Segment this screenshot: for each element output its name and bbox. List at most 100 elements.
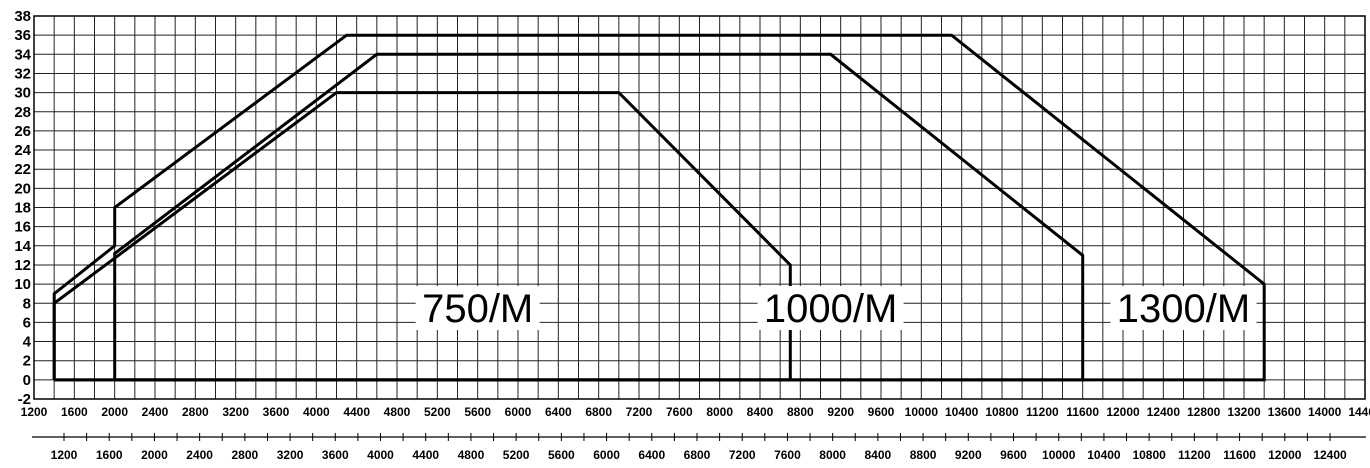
y-tick-label: 2 xyxy=(23,353,31,370)
x-axis-top: 1200 1600 2000 2400 2800 3200 3600 4000 4400 4800… xyxy=(21,405,1370,419)
x-tick-label-bottom: 7200 xyxy=(729,448,756,462)
x-tick-label-top: 14400 xyxy=(1348,405,1370,419)
series-lines xyxy=(52,33,1266,382)
x-tick-label-bottom: 11200 xyxy=(1178,448,1211,462)
x-tick-label-top: 4400 xyxy=(343,405,370,419)
x-tick-label-top: 6000 xyxy=(505,405,532,419)
y-tick-label: 14 xyxy=(14,238,31,255)
x-tick-label-bottom: 5600 xyxy=(548,448,575,462)
series-label-box xyxy=(415,286,540,331)
x-tick-label-top: 13600 xyxy=(1268,405,1302,419)
x-tick-label-top: 8000 xyxy=(706,405,733,419)
x-axis-bottom: 1200 1600 2000 2400 2800 3200 3600 4000 4400 4800… xyxy=(32,433,1366,462)
x-tick-label-top: 4000 xyxy=(303,405,330,419)
x-tick-label-top: 11200 xyxy=(1026,405,1059,419)
x-tick-label-bottom: 9600 xyxy=(1000,448,1027,462)
x-tick-label-top: 14000 xyxy=(1308,405,1342,419)
x-tick-label-bottom: 8800 xyxy=(910,448,937,462)
x-tick-label-bottom: 3600 xyxy=(322,448,349,462)
y-tick-label: 38 xyxy=(14,8,31,25)
y-tick-label: 28 xyxy=(14,104,31,121)
y-tick-label: 20 xyxy=(14,180,31,197)
x-tick-label-top: 5600 xyxy=(464,405,491,419)
x-tick-label-bottom: 12000 xyxy=(1268,448,1302,462)
x-tick-label-bottom: 4400 xyxy=(412,448,439,462)
x-tick-label-top: 1600 xyxy=(61,405,88,419)
y-tick-label: 30 xyxy=(14,85,31,102)
x-tick-label-bottom: 4800 xyxy=(458,448,485,462)
x-tick-label-top: 6400 xyxy=(545,405,572,419)
x-tick-label-bottom: 7600 xyxy=(774,448,801,462)
x-tick-label-bottom: 2000 xyxy=(141,448,168,462)
y-tick-label: 24 xyxy=(14,142,31,159)
x-tick-label-top: 12400 xyxy=(1147,405,1181,419)
y-tick-label: 6 xyxy=(23,314,31,331)
x-tick-label-bottom: 11600 xyxy=(1223,448,1256,462)
y-tick-label: 18 xyxy=(14,200,31,217)
series-label-text: 1000/M xyxy=(764,287,897,331)
x-tick-label-bottom: 10800 xyxy=(1132,448,1166,462)
y-tick-label: 22 xyxy=(14,161,31,178)
x-tick-label-bottom: 2800 xyxy=(232,448,259,462)
x-tick-label-top: 8400 xyxy=(747,405,774,419)
x-tick-label-top: 3600 xyxy=(263,405,290,419)
x-tick-label-bottom: 6400 xyxy=(638,448,665,462)
y-tick-label: 12 xyxy=(14,257,31,274)
series-label-box xyxy=(757,286,904,331)
chart-grid xyxy=(33,15,1366,400)
x-tick-label-bottom: 6800 xyxy=(684,448,711,462)
series-line-750-m xyxy=(52,91,792,382)
y-tick-label: 32 xyxy=(14,65,31,82)
y-tick-label: 10 xyxy=(14,276,31,293)
x-tick-label-bottom: 2400 xyxy=(186,448,213,462)
x-tick-label-top: 2400 xyxy=(142,405,169,419)
x-tick-label-top: 5200 xyxy=(424,405,451,419)
x-tick-label-bottom: 9200 xyxy=(955,448,982,462)
x-tick-label-bottom: 3200 xyxy=(277,448,304,462)
x-tick-label-top: 6800 xyxy=(585,405,612,419)
x-tick-label-top: 10000 xyxy=(905,405,939,419)
x-tick-label-top: 1200 xyxy=(21,405,48,419)
x-tick-label-top: 3200 xyxy=(222,405,249,419)
y-tick-label: 8 xyxy=(23,295,31,312)
x-tick-label-top: 2800 xyxy=(182,405,209,419)
y-tick-label: 16 xyxy=(14,219,31,236)
x-tick-label-bottom: 6000 xyxy=(593,448,620,462)
y-tick-label: -2 xyxy=(18,391,31,408)
x-tick-label-top: 9600 xyxy=(868,405,895,419)
x-tick-label-top: 7200 xyxy=(626,405,653,419)
x-tick-label-bottom: 8400 xyxy=(865,448,892,462)
x-tick-label-top: 7600 xyxy=(666,405,693,419)
x-tick-label-bottom: 1600 xyxy=(96,448,123,462)
x-tick-label-bottom: 12400 xyxy=(1313,448,1347,462)
x-tick-label-top: 11600 xyxy=(1066,405,1099,419)
plot-frame xyxy=(33,15,1366,400)
y-tick-label: 4 xyxy=(23,334,32,351)
x-tick-label-top: 4800 xyxy=(384,405,411,419)
x-tick-label-bottom: 8000 xyxy=(819,448,846,462)
x-tick-label-top: 10400 xyxy=(945,405,979,419)
x-tick-label-bottom: 10000 xyxy=(1042,448,1076,462)
y-tick-label: 36 xyxy=(14,27,31,44)
series-label-text: 750/M xyxy=(422,287,533,331)
series-label-text: 1300/M xyxy=(1117,287,1250,331)
x-tick-label-top: 8800 xyxy=(787,405,814,419)
series-labels: 750/M 1000/M 1300/M xyxy=(415,286,1257,331)
x-tick-label-bottom: 1200 xyxy=(51,448,78,462)
y-tick-label: 34 xyxy=(14,46,31,63)
x-tick-label-top: 10800 xyxy=(985,405,1019,419)
x-tick-label-bottom: 10400 xyxy=(1087,448,1121,462)
x-tick-label-top: 13200 xyxy=(1227,405,1261,419)
x-tick-label-top: 9200 xyxy=(827,405,854,419)
x-tick-label-top: 12000 xyxy=(1106,405,1140,419)
x-tick-label-bottom: 5200 xyxy=(503,448,530,462)
x-tick-label-top: 12800 xyxy=(1187,405,1221,419)
y-tick-label: 26 xyxy=(14,123,31,140)
series-label-box xyxy=(1110,286,1257,331)
x-tick-label-top: 2000 xyxy=(101,405,128,419)
y-tick-label: 0 xyxy=(23,372,31,389)
x-tick-label-bottom: 4000 xyxy=(367,448,394,462)
series-line-1300-m xyxy=(52,33,1266,382)
